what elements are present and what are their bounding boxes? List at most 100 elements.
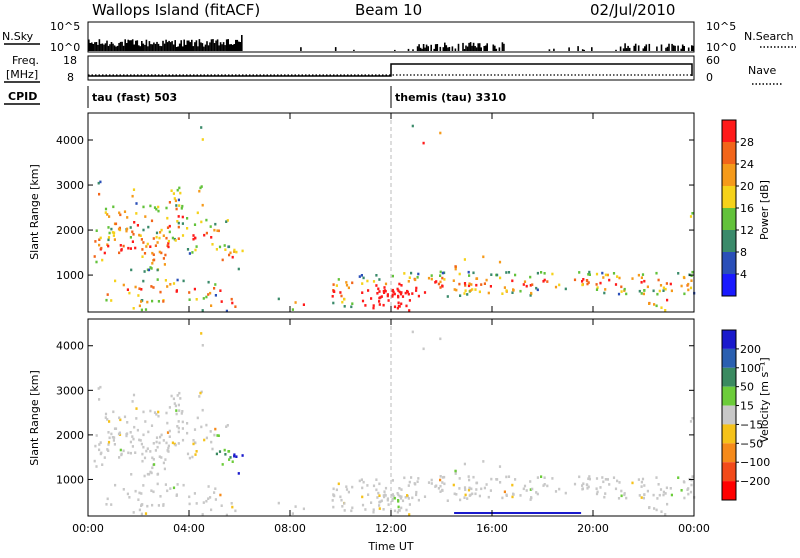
nsky-bar — [142, 43, 145, 51]
power-cell — [201, 138, 204, 141]
y-tick-label: 2000 — [56, 429, 84, 442]
velocity-cell — [97, 387, 100, 390]
power-cell — [582, 278, 585, 281]
velocity-cell — [166, 431, 170, 434]
velocity-cell — [132, 393, 136, 397]
power-cell — [380, 295, 383, 298]
velocity-cell — [211, 447, 214, 451]
power-cell — [233, 250, 236, 253]
velocity-cell — [459, 498, 462, 502]
nsky-bar — [656, 46, 658, 51]
colorbar-tick-label: −100 — [740, 456, 770, 469]
velocity-cell — [383, 495, 386, 499]
velocity-cell — [156, 445, 159, 449]
power-cell — [470, 283, 473, 286]
x-tick-label: 16:00 — [476, 522, 508, 535]
velocity-cell — [138, 508, 141, 512]
beam-label: Beam 10 — [355, 1, 422, 19]
power-cell — [140, 308, 143, 312]
power-cell — [122, 283, 125, 287]
power-cell — [511, 279, 514, 283]
velocity-cell — [95, 465, 98, 468]
power-cell — [529, 275, 532, 279]
power-cell — [405, 304, 408, 308]
nsky-bar — [503, 43, 505, 51]
velocity-cell — [175, 409, 178, 412]
power-cell — [156, 268, 159, 272]
y-tick-label: 3000 — [56, 384, 84, 397]
velocity-cell — [550, 512, 553, 514]
velocity-cell — [400, 506, 403, 510]
nsky-bar — [583, 49, 585, 51]
power-cell — [209, 225, 212, 228]
velocity-cell — [471, 492, 474, 496]
power-cell — [194, 248, 197, 252]
nsky-bar — [483, 46, 485, 51]
velocity-cell — [478, 494, 481, 498]
power-cell — [467, 270, 470, 274]
velocity-cell — [175, 412, 178, 416]
velocity-cell — [483, 512, 486, 514]
power-cell — [94, 240, 97, 243]
power-cell — [111, 231, 114, 234]
power-cell — [224, 248, 227, 251]
velocity-cell — [508, 512, 511, 514]
velocity-cell — [511, 495, 514, 499]
power-cell — [332, 283, 335, 286]
colorbar-swatch — [722, 186, 736, 208]
nsky-bar — [448, 47, 451, 51]
power-cell — [595, 272, 599, 276]
velocity-cell — [408, 480, 411, 484]
velocity-cell — [487, 512, 489, 514]
velocity-cell — [138, 491, 141, 495]
nsky-bar — [671, 43, 673, 51]
colorbar-swatch — [722, 405, 736, 425]
velocity-cell — [195, 502, 198, 505]
power-cell — [205, 295, 208, 299]
power-cell — [464, 289, 467, 292]
power-cell — [648, 302, 651, 305]
velocity-cell — [623, 492, 626, 495]
power-cell — [132, 233, 135, 236]
velocity-cell — [144, 420, 147, 423]
velocity-cell — [417, 498, 420, 502]
nsky-bar — [104, 43, 107, 51]
velocity-cell — [367, 493, 370, 496]
nsky-bar — [219, 42, 222, 51]
power-cell — [397, 301, 400, 305]
nsky-bar — [645, 44, 648, 51]
power-cell — [642, 292, 645, 296]
power-cell — [480, 283, 483, 286]
power-cell — [95, 229, 98, 232]
velocity-cell — [235, 455, 238, 458]
colorbar-swatch — [722, 481, 736, 500]
power-cell — [415, 286, 418, 290]
velocity-cell — [640, 485, 643, 488]
velocity-cell — [509, 512, 512, 514]
velocity-cell — [460, 512, 463, 514]
power-cell — [142, 241, 145, 244]
power-cell — [201, 203, 204, 207]
power-cell — [98, 238, 101, 241]
velocity-cell — [162, 504, 165, 507]
velocity-cell — [168, 429, 171, 433]
velocity-cell — [277, 501, 280, 505]
velocity-cell — [620, 489, 623, 493]
power-cell — [463, 292, 466, 295]
velocity-cell — [393, 496, 396, 500]
velocity-cell — [186, 431, 189, 435]
velocity-cell — [560, 512, 563, 514]
velocity-cell — [664, 513, 667, 516]
colorbar-swatch — [722, 274, 736, 296]
power-cell — [660, 306, 663, 309]
velocity-cell — [500, 512, 503, 514]
velocity-cell — [386, 497, 389, 500]
power-cell — [168, 201, 171, 204]
nsky-bar — [109, 44, 111, 51]
power-cell — [179, 191, 182, 195]
power-cell — [683, 276, 686, 280]
velocity-colorbar: 200 100 50 15 −15 −50 −100 −200 — [721, 329, 770, 501]
nsearch-tick-top: 10^5 — [706, 20, 736, 33]
power-cell — [529, 294, 532, 297]
power-cell — [452, 279, 455, 282]
